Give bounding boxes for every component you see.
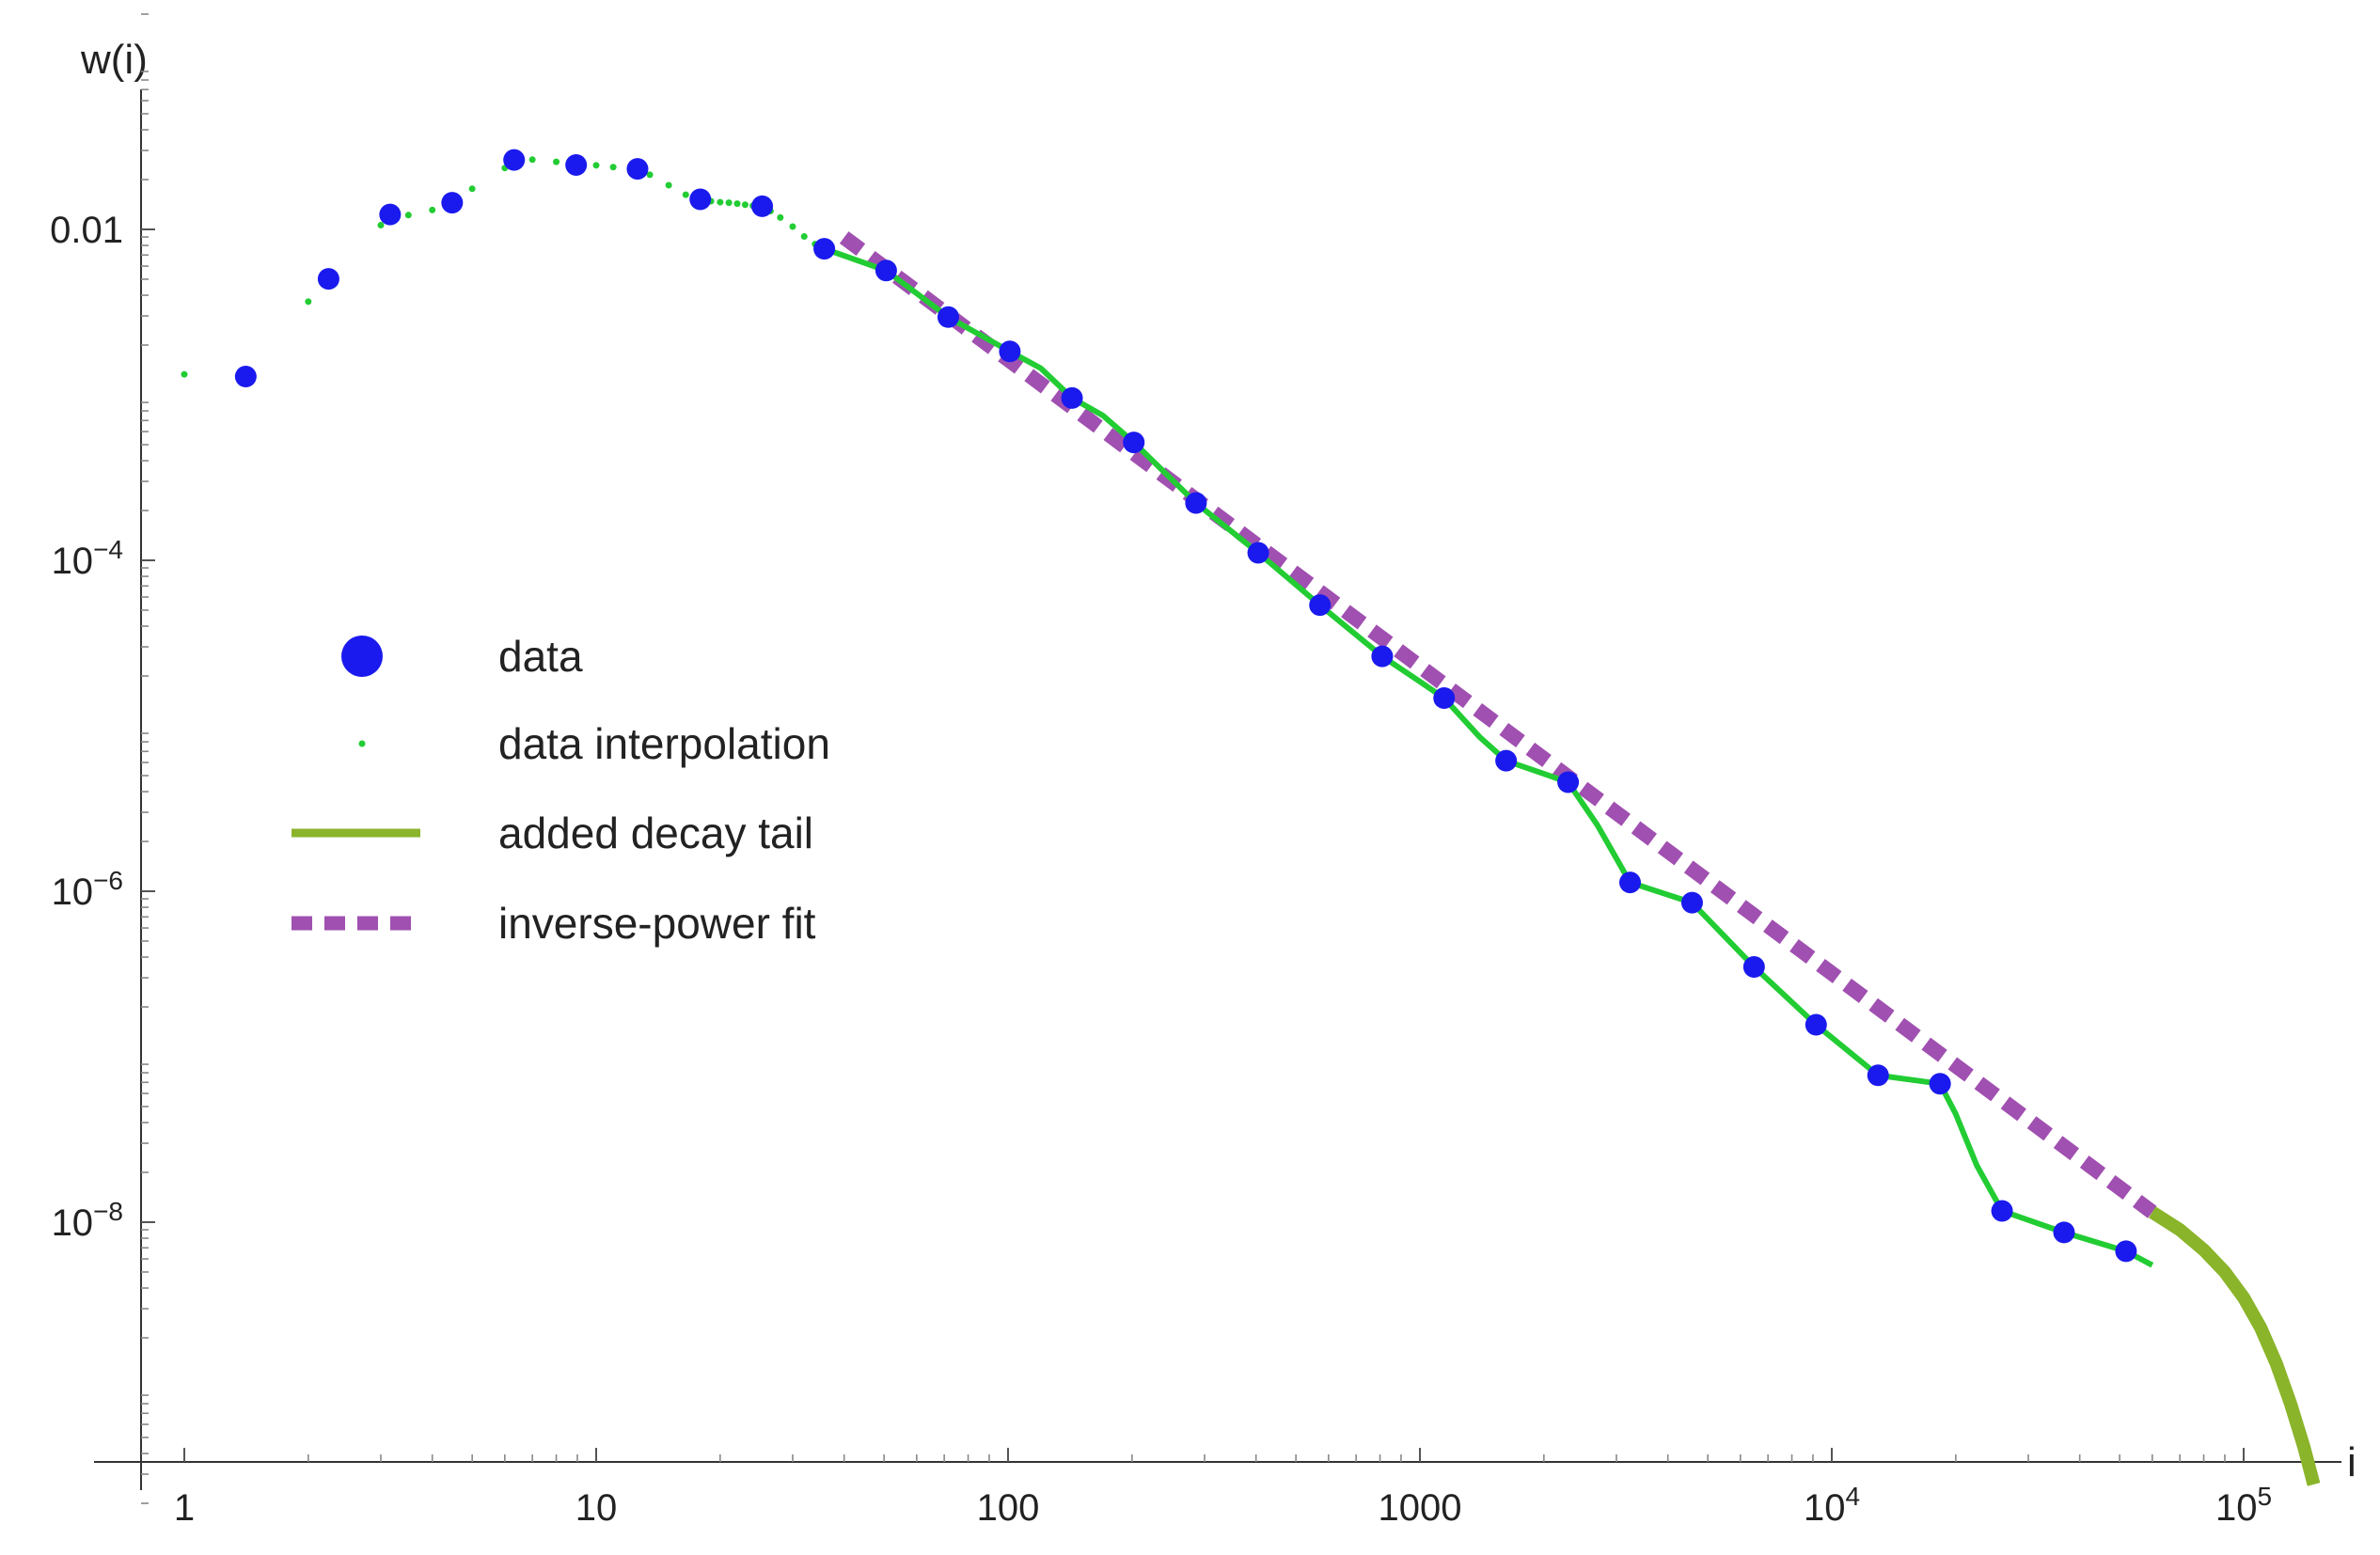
interpolation-dot [733,200,741,208]
interpolation-dot [609,164,617,171]
fit-layer [839,231,2157,1218]
legend-label-data: data [498,632,583,681]
data-point [689,188,712,211]
data-point [813,238,836,260]
x-tick-label: 1 [174,1487,195,1529]
data-point [626,158,649,181]
interpolation-dot [789,223,796,230]
fit-line [839,231,2157,1218]
interpolation-dot [646,171,654,179]
interpolation-dot [665,181,672,189]
interpolation-dot [528,156,536,164]
interpolation-dot [181,370,188,378]
x-tick-label: 10 [575,1487,618,1529]
x-tick-label: 1000 [1379,1487,1462,1529]
y-ticks: 0.01 10−4 10−6 10−8 [50,210,155,1244]
data-point [1371,645,1394,668]
minor-ticks [141,13,2226,1504]
data-point [1123,432,1145,454]
data-point [1309,594,1332,617]
interpolation-dot [725,199,733,207]
x-tick-label: 104 [1804,1482,1860,1529]
legend-swatch-data [341,636,383,677]
x-tick-label: 100 [977,1487,1040,1529]
legend: data data interpolation added decay tail… [292,632,830,948]
interp-layer [181,156,2154,1268]
interpolation-dot [800,233,808,241]
interpolation-dot [468,185,476,193]
data-point [937,306,959,328]
data-point [1185,492,1207,514]
tail-layer [2149,1206,2321,1486]
legend-label-tail: added decay tail [498,809,813,857]
interpolation-dot [777,213,784,221]
data-point [1929,1073,1951,1095]
data-point [1495,749,1518,772]
y-axis-label: w(i) [80,37,148,83]
data-point [999,340,1021,363]
data-point [379,203,402,226]
data-point [1805,1013,1827,1036]
y-tick-label: 10−6 [52,866,123,913]
interpolation-dot [741,201,749,209]
interpolation-dot [717,198,724,206]
data-point [751,195,774,217]
data-point [2053,1221,2075,1244]
legend-label-fit: inverse-power fit [498,899,816,948]
interpolation-dot [592,162,600,169]
data-point [1247,542,1269,564]
data-point [875,259,897,282]
interpolation-dot [404,212,412,219]
y-tick-label: 0.01 [50,210,123,251]
data-point [1991,1200,2013,1222]
y-tick-label: 10−8 [52,1197,123,1244]
x-ticks: 1 10 100 1000 104 105 [174,1448,2272,1529]
y-tick-label: 10−4 [52,535,123,582]
interpolation-dot [305,298,312,306]
x-tick-label: 105 [2215,1482,2272,1529]
data-point [1680,891,1703,914]
data-point [234,366,257,388]
data-point [2115,1240,2137,1263]
x-axis-label: i [2347,1439,2356,1485]
data-point [1742,955,1765,978]
data-point [1557,771,1580,793]
interpolation-dot [429,206,436,213]
data-point [1061,386,1083,409]
data-layer [234,149,2137,1263]
legend-swatch-interpolation [358,740,366,747]
interpolation-dot [682,191,689,198]
data-point [1867,1064,1889,1087]
interpolation-dot [377,222,385,229]
interpolation-curve [823,245,2154,1268]
data-point [1619,872,1642,894]
data-point [565,154,588,177]
tail-curve [2149,1206,2321,1486]
data-point [1433,687,1456,710]
data-point [441,192,464,214]
legend-label-interpolation: data interpolation [498,719,830,768]
data-point [317,268,339,291]
interpolation-dot [553,158,560,165]
data-point [503,149,526,171]
